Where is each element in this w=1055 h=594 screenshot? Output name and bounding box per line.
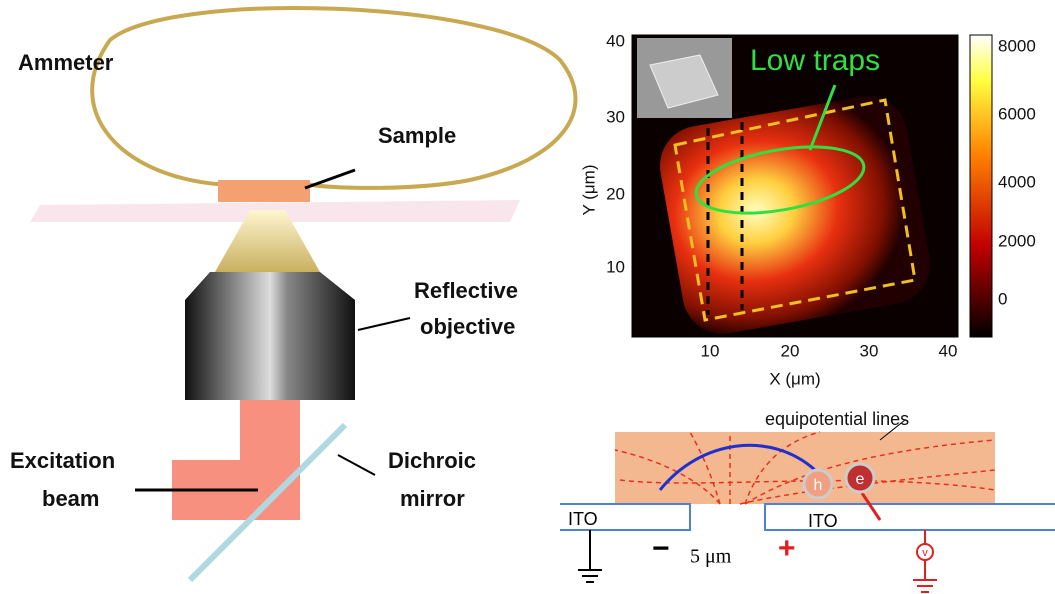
minus: − [652, 532, 670, 565]
label: beam [42, 486, 99, 511]
map: Low traps X (μm) Y (μm) 10 20 30 40 10 20 30 40… [579, 31, 1035, 388]
dashed-box [673, 98, 917, 322]
label: objective [420, 314, 515, 339]
colorbar-tick-label: 4000 [998, 172, 1036, 191]
arrow [357, 317, 411, 331]
equipotential-label: equipotential lines [765, 409, 909, 429]
electron [844, 462, 876, 494]
electrodes [560, 503, 1055, 531]
electrode-label: ITO [808, 511, 838, 531]
x-tick-label: 10 [701, 341, 720, 360]
field-lines [614, 431, 996, 505]
sample-block [218, 180, 310, 202]
hole-arrow [658, 443, 816, 491]
pointer [879, 419, 906, 441]
voltmeter [916, 543, 934, 561]
inset-crystal [649, 54, 719, 109]
setup: Ammeter Sample Reflective objective Exci… [10, 5, 578, 583]
heat [660, 96, 930, 334]
ground [578, 530, 602, 583]
colorbar-tick-label: 8000 [998, 36, 1036, 55]
ellipse [694, 145, 866, 215]
y-tick-label: 30 [606, 107, 625, 126]
gap-label: 5 μm [690, 546, 732, 568]
wire [90, 5, 578, 190]
mirror [187, 422, 348, 583]
arrow [304, 168, 356, 190]
x-label: X (μm) [769, 369, 820, 388]
hole [802, 468, 834, 500]
x-tick-label: 20 [781, 341, 800, 360]
crystal [615, 432, 995, 504]
annotation: Low traps [750, 44, 880, 77]
arrow [337, 454, 376, 476]
electron-label: e [856, 471, 865, 488]
plus: + [778, 532, 796, 565]
label: Ammeter [18, 50, 114, 75]
colorbar-tick-label: 6000 [998, 104, 1036, 123]
electrode-label: ITO [568, 509, 598, 529]
y-tick-label: 10 [606, 257, 625, 276]
label: Reflective [414, 278, 518, 303]
y-tick-label: 40 [606, 31, 625, 50]
beam-vertical [240, 400, 300, 460]
x-tick-label: 30 [860, 341, 879, 360]
colorbar-tick-label: 0 [998, 289, 1007, 308]
hole-label: h [814, 477, 823, 494]
frame [631, 34, 959, 338]
label: Excitation [10, 448, 115, 473]
voltmeter-label: v [922, 547, 928, 559]
arrow [808, 84, 837, 151]
y-tick-label: 20 [606, 184, 625, 203]
colorbar-tick-label: 2000 [998, 231, 1036, 250]
y-label: Y (μm) [579, 164, 598, 215]
label: mirror [400, 486, 465, 511]
light-cone [215, 210, 320, 272]
electron-arrow [858, 489, 882, 521]
x-tick-label: 40 [939, 341, 958, 360]
label: Dichroic [388, 448, 476, 473]
device: h e equipotential lines ITO ITO 5 μm − +… [560, 409, 1055, 593]
objective-body [185, 272, 355, 400]
colorbar [969, 34, 993, 338]
label: Sample [378, 123, 456, 148]
